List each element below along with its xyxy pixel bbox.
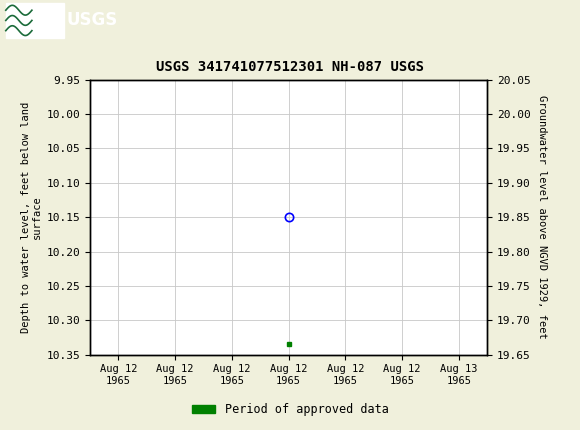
Y-axis label: Groundwater level above NGVD 1929, feet: Groundwater level above NGVD 1929, feet <box>537 95 548 339</box>
Bar <box>6 3 64 37</box>
Legend: Period of approved data: Period of approved data <box>187 398 393 421</box>
Y-axis label: Depth to water level, feet below land
surface: Depth to water level, feet below land su… <box>21 101 42 333</box>
Text: USGS: USGS <box>67 12 118 29</box>
Text: USGS 341741077512301 NH-087 USGS: USGS 341741077512301 NH-087 USGS <box>156 60 424 74</box>
